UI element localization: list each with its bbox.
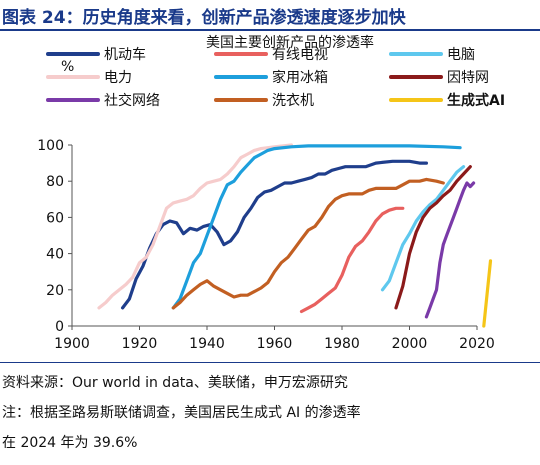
series-line-7 — [171, 177, 445, 310]
series-line-1 — [299, 206, 405, 314]
legend-label: 生成式AI — [447, 92, 505, 109]
y-tick-label: 80 — [46, 174, 64, 190]
footer-divider — [0, 362, 540, 363]
legend-label: 家用冰箱 — [272, 69, 328, 86]
legend-item-8: 生成式AI — [389, 92, 505, 109]
chart-title: 美国主要创新产品的渗透率 — [206, 34, 374, 51]
y-tick-label: 20 — [46, 283, 64, 299]
y-tick-label: 100 — [37, 138, 64, 154]
legend-item-5: 因特网 — [389, 70, 489, 86]
legend-label: 电脑 — [447, 47, 475, 63]
series-line-8 — [482, 259, 493, 328]
legend-item-6: 社交网络 — [46, 92, 160, 109]
legend-item-0: 机动车 — [46, 46, 146, 63]
legend-item-4: 家用冰箱 — [214, 69, 328, 86]
series-line-4 — [171, 144, 462, 310]
y-axis-unit: % — [61, 59, 74, 75]
series-line-5 — [394, 165, 472, 310]
legend-label: 洗衣机 — [272, 93, 314, 109]
legend-label: 机动车 — [104, 46, 146, 63]
legend-label: 社交网络 — [104, 92, 160, 109]
x-tick-label: 2000 — [392, 336, 428, 352]
series-line-2 — [380, 165, 466, 292]
footnote-line-1: 注：根据圣路易斯联储调查，美国居民生成式 AI 的渗透率 — [2, 405, 361, 421]
x-tick-label: 1900 — [54, 336, 90, 352]
legend-item-1: 有线电视 — [214, 47, 328, 63]
x-tick-label: 1920 — [122, 336, 158, 352]
legend-item-2: 电脑 — [389, 47, 475, 63]
y-tick-label: 60 — [46, 210, 64, 226]
legend-item-3: 电力 — [46, 70, 132, 86]
series-line-0 — [121, 159, 428, 310]
x-tick-label: 2020 — [459, 336, 495, 352]
source-note: 资料来源：Our world in data、美联储，申万宏源研究 — [2, 375, 348, 391]
y-tick-label: 0 — [55, 319, 64, 335]
footnote-line-2: 在 2024 年为 39.6% — [2, 435, 138, 451]
series-line-6 — [424, 181, 476, 319]
axes: 0 20 40 60 80 100 1900 1920 1940 1960 1980 2000 2020 — [37, 138, 495, 352]
legend-label: 电力 — [104, 70, 132, 86]
legend-label: 因特网 — [447, 70, 489, 86]
plot-area — [97, 143, 493, 328]
y-tick-label: 40 — [46, 247, 64, 263]
figure-title: 图表 24：历史角度来看，创新产品渗透速度逐步加快 — [2, 8, 406, 28]
legend-item-7: 洗衣机 — [214, 93, 314, 109]
x-tick-label: 1980 — [324, 336, 360, 352]
legend-label: 有线电视 — [272, 47, 328, 63]
series-line-3 — [97, 143, 293, 310]
x-tick-label: 1940 — [189, 336, 225, 352]
title-divider — [0, 29, 540, 31]
x-tick-label: 1960 — [257, 336, 293, 352]
